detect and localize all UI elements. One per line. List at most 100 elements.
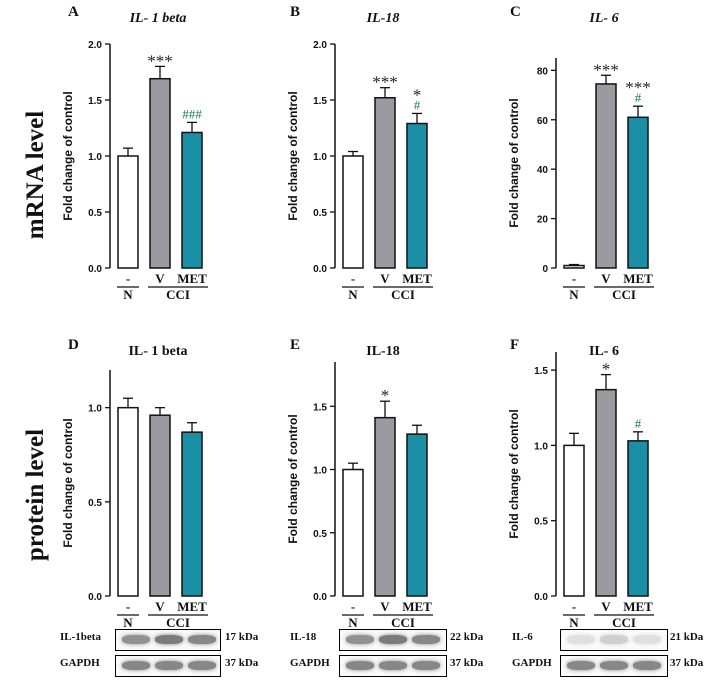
y-tick-label: 1.5: [534, 366, 548, 377]
panel-letter: F: [510, 337, 519, 353]
chart-title: IL- 6: [589, 344, 619, 359]
blot-band: [567, 635, 595, 644]
blot-band: [346, 635, 374, 644]
blot-band: [122, 635, 150, 644]
y-tick-label: 2.0: [313, 40, 327, 51]
blot-row-label: GAPDH: [290, 657, 330, 669]
bar-n: [342, 155, 364, 269]
bar-met: [406, 122, 428, 269]
significance-star: *: [413, 85, 422, 104]
chart-panel-b: B IL-18 0.0 0.5 1.0 1.5 2.0 Fold change of cont…: [286, 4, 433, 302]
blot-strip: [339, 655, 447, 677]
blot-kda-label: 37 kDa: [225, 657, 259, 669]
bar-n: [117, 406, 139, 597]
y-tick-label: 1.5: [313, 96, 327, 107]
chart-title: IL- 1 beta: [129, 11, 187, 26]
y-tick-label: 1.5: [313, 402, 327, 413]
panel-letter: C: [510, 4, 521, 20]
y-tick-label: 0.5: [88, 498, 102, 509]
blot-band: [633, 635, 661, 644]
chart-panel-d: D IL- 1 beta 0.0 0.5 1.0 Fold change of contr…: [61, 337, 208, 630]
y-tick-label: 80: [537, 66, 549, 77]
y-tick-label: 60: [537, 116, 549, 127]
bar-v: [595, 83, 617, 269]
blot-row-label: IL-18: [290, 631, 317, 643]
x-label-met: MET: [402, 271, 432, 286]
bar-n: [563, 444, 585, 597]
y-tick-label: 0.5: [313, 208, 327, 219]
x-label-met: MET: [177, 271, 207, 286]
bar-n: [342, 468, 364, 597]
x-label-dash: -: [351, 599, 355, 614]
x-label-v: V: [155, 599, 165, 614]
x-label-met: MET: [177, 599, 207, 614]
blot-band: [379, 661, 407, 670]
y-tick-label: 20: [537, 215, 549, 226]
bar-met: [627, 440, 649, 597]
bar-met: [181, 431, 203, 597]
significance-hash: #: [414, 97, 421, 112]
chart-title: IL-18: [366, 11, 400, 26]
chart-title: IL- 1 beta: [128, 344, 187, 359]
significance-star: *: [602, 360, 611, 379]
blot-band: [412, 661, 440, 670]
y-tick-label: 1.5: [88, 96, 102, 107]
significance-star: *: [381, 386, 390, 405]
bar-v: [595, 388, 617, 597]
blot-band: [567, 661, 595, 670]
y-tick-label: 1.0: [88, 152, 102, 163]
blot-strip: [560, 629, 668, 651]
y-tick-label: 0.5: [534, 517, 548, 528]
x-label-n: N: [348, 287, 358, 302]
x-label-v: V: [601, 599, 611, 614]
blot-strip: [115, 655, 221, 677]
y-axis-label: Fold change of control: [286, 91, 300, 220]
y-tick-label: 40: [537, 165, 549, 176]
x-label-cci: CCI: [166, 615, 190, 630]
blot-band: [346, 661, 374, 670]
y-tick-label: 0.0: [88, 264, 102, 275]
chart-panel-c: C IL- 6 0 20 40 60 80 Fold change of control ***…: [507, 4, 654, 302]
significance-hash: ###: [182, 106, 202, 121]
x-label-dash: -: [572, 271, 576, 286]
x-label-v: V: [380, 599, 390, 614]
bar-v: [374, 416, 396, 597]
blot-kda-label: 22 kDa: [450, 631, 484, 643]
y-tick-label: 0.0: [313, 592, 327, 603]
y-tick-label: 1.0: [88, 404, 102, 415]
significance-hash: #: [635, 416, 642, 431]
y-axis-label: Fold change of control: [286, 414, 300, 543]
blot-kda-label: 37 kDa: [450, 657, 484, 669]
y-tick-label: 0.0: [88, 592, 102, 603]
x-label-n: N: [569, 615, 579, 630]
x-label-n: N: [569, 287, 579, 302]
y-tick-label: 1.0: [313, 152, 327, 163]
blot-band: [633, 661, 661, 670]
blot-row-label: GAPDH: [512, 657, 552, 669]
x-label-v: V: [601, 271, 611, 286]
bar-v: [149, 77, 171, 269]
panel-letter: E: [290, 337, 300, 353]
y-tick-label: 0.5: [88, 208, 102, 219]
y-axis-label: Fold change of control: [61, 91, 75, 220]
blot-row-label: IL-6: [512, 631, 533, 643]
y-axis-label: Fold change of control: [507, 98, 521, 227]
blot-band: [600, 661, 628, 670]
y-tick-label: 2.0: [88, 40, 102, 51]
bar-n: [117, 155, 139, 269]
panel-letter: B: [290, 4, 300, 20]
blot-band: [188, 635, 216, 644]
y-tick-label: 1.0: [313, 466, 327, 477]
panel-letter: D: [68, 337, 79, 353]
blot-band: [155, 661, 183, 670]
significance-star: ***: [593, 60, 619, 79]
significance-hash: #: [635, 90, 642, 105]
blot-band: [188, 661, 216, 670]
x-label-dash: -: [126, 599, 130, 614]
x-label-cci: CCI: [391, 287, 415, 302]
blot-row-label: GAPDH: [60, 657, 100, 669]
significance-star: ***: [625, 78, 651, 97]
blot-row-label: IL-1beta: [60, 631, 101, 643]
x-label-v: V: [380, 271, 390, 286]
